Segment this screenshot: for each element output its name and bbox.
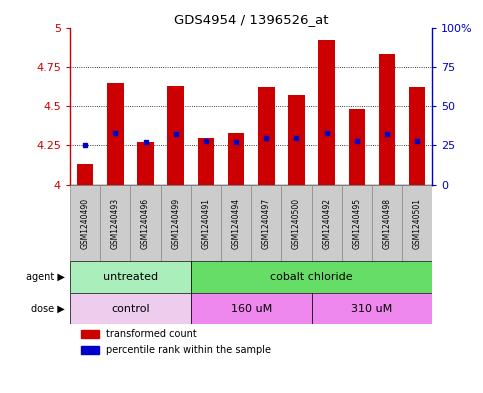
Bar [70, 293, 191, 324]
Bar [191, 185, 221, 261]
Text: untreated: untreated [103, 272, 158, 282]
Text: transformed count: transformed count [106, 329, 197, 339]
Bar [221, 185, 251, 261]
Bar [379, 54, 395, 185]
Bar [70, 185, 100, 261]
Bar [318, 40, 335, 185]
Text: agent ▶: agent ▶ [27, 272, 65, 282]
Bar [137, 142, 154, 185]
Bar [107, 83, 124, 185]
Text: 160 uM: 160 uM [230, 303, 272, 314]
Bar [258, 87, 274, 185]
Text: GSM1240495: GSM1240495 [352, 197, 361, 249]
Bar [130, 185, 160, 261]
Text: 310 uM: 310 uM [351, 303, 393, 314]
Bar [251, 185, 281, 261]
Text: GSM1240499: GSM1240499 [171, 197, 180, 249]
Bar [312, 185, 342, 261]
Bar [372, 185, 402, 261]
Title: GDS4954 / 1396526_at: GDS4954 / 1396526_at [174, 13, 328, 26]
Text: cobalt chloride: cobalt chloride [270, 272, 353, 282]
Text: GSM1240490: GSM1240490 [81, 197, 90, 249]
Bar [281, 185, 312, 261]
Bar [312, 293, 432, 324]
Bar [198, 138, 214, 185]
Bar [70, 261, 191, 293]
Bar [168, 86, 184, 185]
Bar [81, 346, 99, 354]
Text: GSM1240497: GSM1240497 [262, 197, 271, 249]
Text: GSM1240493: GSM1240493 [111, 197, 120, 249]
Text: GSM1240491: GSM1240491 [201, 198, 211, 248]
Bar [402, 185, 432, 261]
Text: GSM1240494: GSM1240494 [231, 197, 241, 249]
Text: GSM1240498: GSM1240498 [383, 198, 392, 248]
Text: GSM1240501: GSM1240501 [412, 198, 422, 248]
Text: GSM1240492: GSM1240492 [322, 198, 331, 248]
Bar [160, 185, 191, 261]
Text: percentile rank within the sample: percentile rank within the sample [106, 345, 271, 355]
Bar [191, 261, 432, 293]
Bar [342, 185, 372, 261]
Text: control: control [111, 303, 150, 314]
Bar [100, 185, 130, 261]
Bar [288, 95, 305, 185]
Bar [349, 109, 365, 185]
Text: dose ▶: dose ▶ [31, 303, 65, 314]
Text: GSM1240496: GSM1240496 [141, 197, 150, 249]
Bar [77, 164, 93, 185]
Bar [81, 330, 99, 338]
Bar [228, 133, 244, 185]
Text: GSM1240500: GSM1240500 [292, 197, 301, 249]
Bar [409, 87, 426, 185]
Bar [191, 293, 312, 324]
